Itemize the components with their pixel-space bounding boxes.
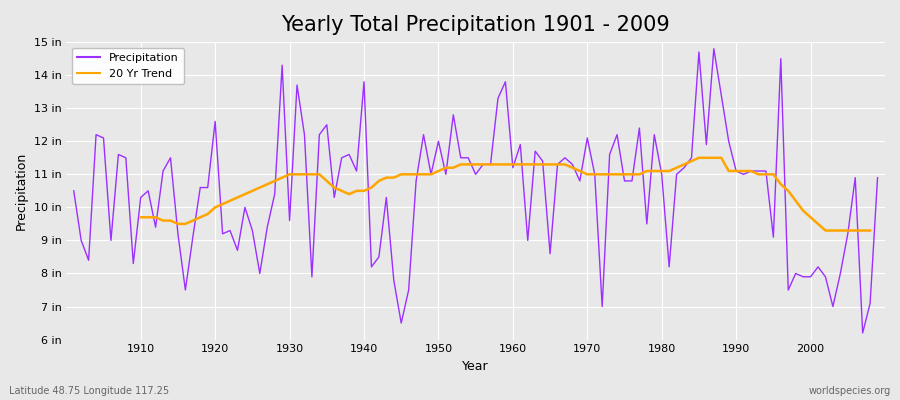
- Text: Latitude 48.75 Longitude 117.25: Latitude 48.75 Longitude 117.25: [9, 386, 169, 396]
- Legend: Precipitation, 20 Yr Trend: Precipitation, 20 Yr Trend: [72, 48, 184, 84]
- Y-axis label: Precipitation: Precipitation: [15, 152, 28, 230]
- X-axis label: Year: Year: [463, 360, 489, 373]
- Title: Yearly Total Precipitation 1901 - 2009: Yearly Total Precipitation 1901 - 2009: [282, 15, 670, 35]
- Text: worldspecies.org: worldspecies.org: [809, 386, 891, 396]
